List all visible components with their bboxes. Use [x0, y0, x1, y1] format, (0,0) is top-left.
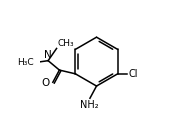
Text: O: O	[42, 78, 50, 88]
Text: Cl: Cl	[128, 69, 138, 79]
Text: N: N	[44, 50, 52, 60]
Text: CH₃: CH₃	[57, 39, 74, 48]
Text: H₃C: H₃C	[17, 58, 34, 67]
Text: NH₂: NH₂	[80, 100, 98, 110]
